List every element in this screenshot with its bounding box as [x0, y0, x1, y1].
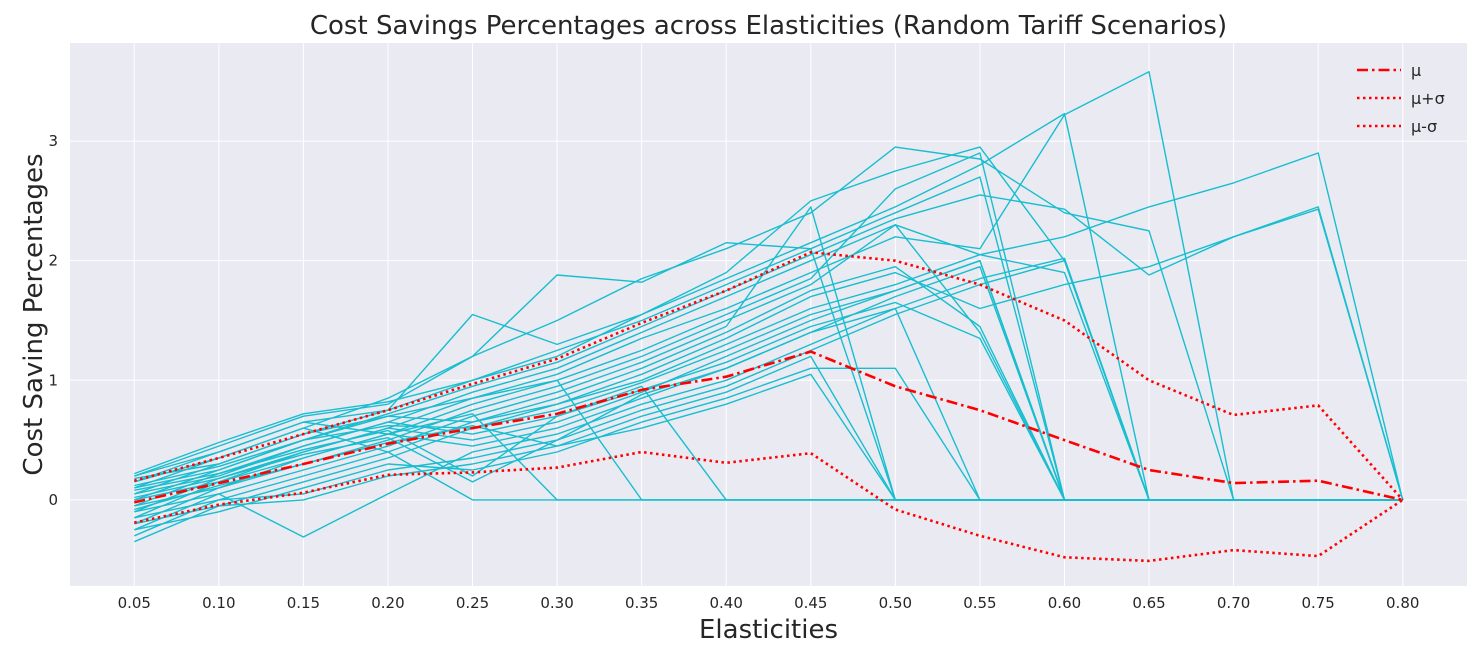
y-tick-labels: 0 1 2 3 — [48, 132, 58, 509]
x-tick-label: 0.30 — [540, 594, 573, 612]
legend-label: μ-σ — [1411, 117, 1437, 136]
x-tick-labels: 0.05 0.10 0.15 0.20 0.25 0.30 0.35 0.40 0.45 0.50… — [118, 594, 1420, 612]
y-axis-label: Cost Saving Percentages — [19, 153, 49, 475]
scenario-line-28 — [134, 176, 1403, 501]
x-axis-label: Elasticities — [699, 615, 838, 645]
x-tick-label: 0.55 — [963, 594, 996, 612]
scenario-line-1 — [134, 146, 1403, 501]
x-tick-label: 0.40 — [710, 594, 743, 612]
x-tick-label: 0.10 — [202, 594, 235, 612]
stat-lines — [133, 251, 1404, 563]
x-tick-label: 0.35 — [625, 594, 658, 612]
y-tick-label: 2 — [48, 252, 58, 270]
y-tick-label: 1 — [48, 371, 58, 389]
x-tick-label: 0.45 — [794, 594, 827, 612]
x-tick-label: 0.60 — [1048, 594, 1081, 612]
x-tick-label: 0.25 — [456, 594, 489, 612]
x-tick-label: 0.75 — [1301, 594, 1334, 612]
legend-label: μ — [1411, 61, 1421, 80]
x-tick-label: 0.65 — [1132, 594, 1165, 612]
y-tick-label: 3 — [48, 132, 58, 150]
x-tick-label: 0.05 — [118, 594, 151, 612]
x-tick-label: 0.50 — [879, 594, 912, 612]
plot-area — [70, 43, 1467, 586]
legend: μ μ+σ μ-σ — [1357, 61, 1445, 136]
chart-title: Cost Savings Percentages across Elastici… — [310, 11, 1227, 41]
x-tick-label: 0.15 — [287, 594, 320, 612]
stat-line-2 — [133, 251, 1404, 501]
x-tick-label: 0.80 — [1386, 594, 1419, 612]
y-tick-label: 0 — [48, 491, 58, 509]
x-tick-label: 0.20 — [371, 594, 404, 612]
x-tick-label: 0.70 — [1217, 594, 1250, 612]
scenario-line-12 — [134, 208, 1404, 543]
legend-label: μ+σ — [1411, 89, 1445, 108]
stat-line-1 — [134, 350, 1403, 504]
